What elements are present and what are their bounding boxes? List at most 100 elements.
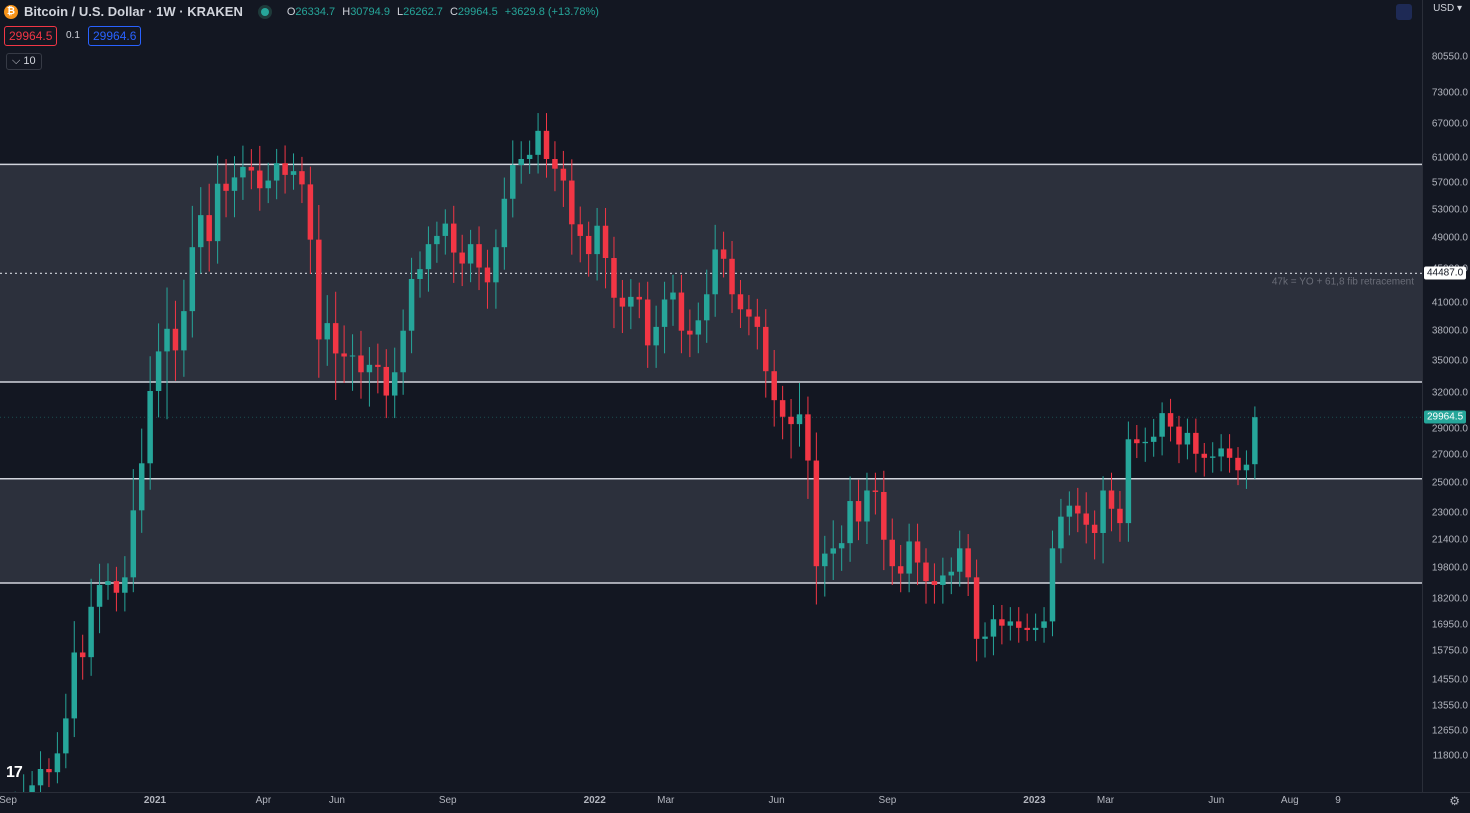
- candle-body: [661, 299, 668, 327]
- high-value: 30794.9: [350, 5, 390, 18]
- candle-body: [948, 571, 955, 576]
- candle-body: [1041, 621, 1047, 628]
- price-axis[interactable]: 80550.0 73000.0 67000.0 61000.0 57000.0 53000…: [1422, 0, 1470, 792]
- candle-body: [130, 510, 137, 578]
- candle-body: [96, 584, 103, 607]
- time-axis[interactable]: Sep 2021 Apr Jun Sep 2022 Mar Jun Sep 2023 Mar Jun A…: [0, 792, 1470, 813]
- candle-body: [1142, 441, 1148, 444]
- candle-body: [847, 501, 853, 544]
- y-tick-label: 16950.0: [1431, 619, 1468, 631]
- candle-body: [1209, 456, 1216, 458]
- candle-body: [164, 328, 170, 352]
- indicator-count: 10: [23, 55, 36, 67]
- indicators-toggle[interactable]: ⌵ 10: [6, 53, 42, 70]
- candle-body: [1125, 439, 1132, 524]
- symbol-title[interactable]: Bitcoin / U.S. Dollar · 1W · KRAKEN: [24, 4, 243, 19]
- y-tick-label: 14550.0: [1431, 674, 1468, 686]
- candle-body: [805, 414, 811, 461]
- candle-body: [1091, 524, 1098, 533]
- x-tick-label: Aug: [1280, 795, 1299, 806]
- x-tick-label: Apr: [255, 795, 272, 806]
- candle-body: [198, 215, 204, 248]
- candle-body: [552, 159, 558, 169]
- last-price-tag: 29964.5: [1424, 410, 1467, 424]
- tradingview-logo[interactable]: 17: [6, 764, 23, 781]
- candle-body: [484, 267, 491, 283]
- candle-body: [644, 299, 651, 346]
- sell-price-button[interactable]: 29964.5: [4, 26, 58, 46]
- market-status-icon[interactable]: [260, 7, 269, 16]
- candle-body: [417, 269, 423, 279]
- candle-body: [712, 249, 718, 295]
- y-tick-label: 12650.0: [1431, 725, 1468, 737]
- candle-body: [906, 541, 912, 574]
- y-tick-label: 61000.0: [1431, 152, 1468, 164]
- chevron-down-icon: ⌵: [12, 55, 21, 67]
- candle-body: [619, 297, 626, 307]
- currency-selector[interactable]: USD ▾: [1433, 3, 1462, 14]
- spread-value: 0.1: [66, 30, 80, 41]
- candle-body: [1184, 432, 1191, 445]
- candle-body: [366, 364, 373, 373]
- gear-icon[interactable]: ⚙: [1449, 794, 1460, 808]
- candle-body: [467, 244, 474, 264]
- candle-body: [990, 619, 997, 637]
- candle-body: [813, 460, 820, 567]
- y-tick-label: 49000.0: [1431, 232, 1468, 244]
- bitcoin-icon: ₿: [4, 4, 18, 19]
- candle-body: [459, 252, 465, 264]
- level-annotation[interactable]: 47k = YO + 61,8 fib retracement: [1271, 276, 1414, 288]
- candle-body: [172, 328, 179, 351]
- y-tick-label: 38000.0: [1431, 325, 1468, 337]
- candle-body: [324, 323, 330, 340]
- candle-body: [349, 355, 356, 357]
- candle-body: [956, 548, 963, 572]
- candle-body: [383, 366, 390, 396]
- candle-body: [526, 154, 533, 160]
- candle-body: [425, 244, 432, 270]
- candle-body: [577, 224, 583, 236]
- level-price-tag[interactable]: 44487.0: [1424, 266, 1467, 280]
- candle-body: [855, 501, 862, 522]
- x-tick-label: Jun: [768, 795, 785, 806]
- candle-body: [543, 130, 550, 160]
- candle-body: [231, 177, 238, 191]
- candle-body: [434, 235, 440, 245]
- x-tick-label: 2022: [583, 795, 606, 806]
- open-value: 26334.7: [295, 5, 336, 18]
- candle-body: [965, 548, 971, 578]
- y-tick-label: 25000.0: [1431, 477, 1468, 489]
- zone-1: [0, 478, 1422, 584]
- candle-body: [307, 184, 314, 240]
- candle-body: [189, 247, 196, 312]
- candle-body: [341, 353, 347, 357]
- close-value: 29964.5: [457, 5, 498, 18]
- candle-body: [982, 636, 988, 639]
- price-chart[interactable]: [0, 0, 1422, 813]
- candle-body: [1159, 413, 1165, 437]
- screenshot-icon[interactable]: [1396, 4, 1412, 20]
- y-tick-label: 19800.0: [1431, 562, 1468, 574]
- x-tick-label: Jun: [1208, 795, 1225, 806]
- candle-body: [1049, 548, 1056, 622]
- candle-body: [737, 294, 744, 310]
- y-tick-label: 32000.0: [1431, 387, 1468, 399]
- candle-body: [54, 753, 61, 773]
- x-tick-label: Sep: [0, 795, 17, 806]
- candle-body: [569, 180, 575, 225]
- candle-body: [1243, 464, 1250, 471]
- y-tick-label: 80550.0: [1431, 51, 1468, 63]
- candle-body: [316, 239, 322, 340]
- y-tick-label: 57000.0: [1431, 177, 1468, 189]
- candle-body: [973, 577, 980, 639]
- candle-body: [282, 163, 288, 175]
- x-tick-label: 2021: [143, 795, 167, 806]
- candle-body: [1150, 436, 1157, 442]
- buy-price-button[interactable]: 29964.6: [88, 26, 142, 46]
- candle-body: [636, 296, 643, 300]
- y-tick-label: 21400.0: [1431, 534, 1468, 546]
- candle-body: [63, 718, 69, 754]
- candle-body: [670, 292, 676, 300]
- candlestick-plot[interactable]: [0, 0, 1422, 813]
- candle-body: [535, 130, 541, 155]
